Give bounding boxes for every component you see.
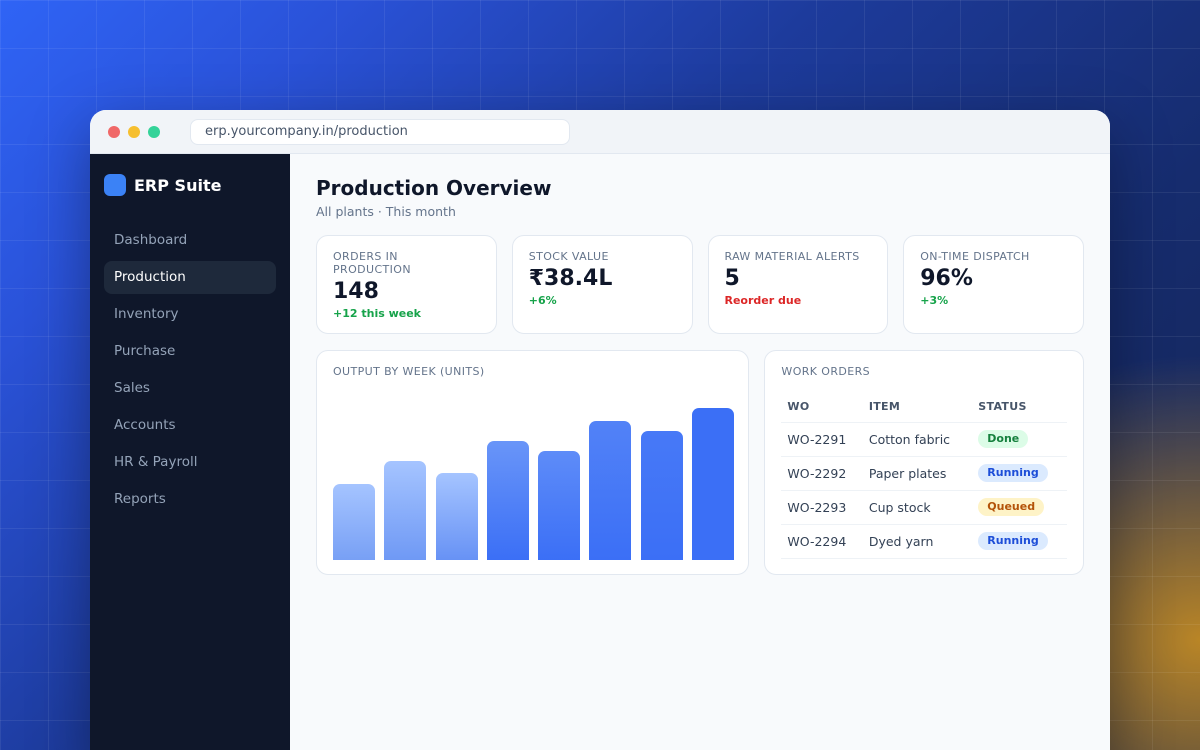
address-bar[interactable]: erp.yourcompany.in/production <box>190 118 570 145</box>
brand: ERP Suite <box>104 174 276 196</box>
wo-item: Cotton fabric <box>862 422 973 457</box>
table-row[interactable]: WO-2294 Dyed yarn Running <box>781 524 1067 559</box>
work-orders-table: WO ITEM STATUS WO-2291 Cotton fabric Don… <box>781 392 1067 559</box>
wo-item: Paper plates <box>862 456 973 491</box>
kpi-value: 148 <box>333 279 379 304</box>
kpi-card-stock-value: Stock value ₹38.4L +6% <box>511 235 693 334</box>
kpi-card-orders: Orders in production 148 +12 this week <box>316 235 497 334</box>
chart-bar <box>435 472 478 560</box>
chart-bar <box>589 421 632 560</box>
chart-bar <box>384 461 427 560</box>
kpi-label: On-time dispatch <box>920 250 1030 263</box>
status-badge: Running <box>978 532 1048 550</box>
page-subtitle: All plants · This month <box>316 204 456 219</box>
chart-bar <box>640 431 683 560</box>
kpi-delta: Reorder due <box>724 294 802 307</box>
main-content: Production Overview All plants · This mo… <box>290 154 1110 750</box>
wo-id: WO-2293 <box>781 490 863 525</box>
table-row[interactable]: WO-2291 Cotton fabric Done <box>781 422 1067 457</box>
sidebar-item-production[interactable]: Production <box>104 261 276 294</box>
kpi-value: ₹38.4L <box>528 266 613 291</box>
status-badge: Queued <box>978 498 1045 516</box>
kpi-card-on-time-dispatch: On-time dispatch 96% +3% <box>903 235 1084 334</box>
chart-bar <box>333 484 375 560</box>
browser-titlebar: erp.yourcompany.in/production <box>90 110 1110 154</box>
work-orders-card: Work orders WO ITEM STATUS WO-2291 Cotto… <box>764 350 1084 575</box>
kpi-label: Stock value <box>528 250 609 263</box>
wo-status-cell: Running <box>972 524 1067 559</box>
kpi-label: Raw material alerts <box>724 250 860 263</box>
kpi-delta: +12 this week <box>333 307 421 320</box>
sidebar-item-accounts[interactable]: Accounts <box>114 417 176 433</box>
chart-bar <box>538 451 581 560</box>
table-row[interactable]: WO-2292 Paper plates Running <box>781 456 1067 491</box>
sidebar: ERP Suite Dashboard Production Inventory… <box>90 154 290 750</box>
column-header-item: ITEM <box>862 392 973 423</box>
chart-bar <box>692 408 734 560</box>
sidebar-item-inventory[interactable]: Inventory <box>114 306 179 322</box>
output-chart-card: Output by week (units) <box>316 350 750 575</box>
content-row: Output by week (units) Work orders WO IT… <box>316 350 1084 575</box>
wo-id: WO-2292 <box>781 456 863 491</box>
status-badge: Done <box>978 430 1029 448</box>
sidebar-item-hr-payroll[interactable]: HR & Payroll <box>114 454 198 470</box>
chart-bar <box>486 441 529 560</box>
wo-item: Cup stock <box>862 490 973 525</box>
wo-id: WO-2291 <box>781 422 863 457</box>
minimize-window-button[interactable] <box>128 125 140 138</box>
wo-item: Dyed yarn <box>862 524 973 559</box>
kpi-label: Orders in production <box>333 250 411 276</box>
work-orders-title: Work orders <box>781 365 871 378</box>
bar-chart <box>333 395 734 560</box>
kpi-row: Orders in production 148 +12 this week S… <box>316 235 1084 334</box>
wo-status-cell: Queued <box>972 490 1067 525</box>
browser-window: erp.yourcompany.in/production ERP Suite … <box>90 110 1110 750</box>
wo-status-cell: Running <box>972 456 1067 491</box>
column-header-status: STATUS <box>972 392 1067 423</box>
brand-name: ERP Suite <box>134 175 222 195</box>
kpi-value: 5 <box>724 266 740 291</box>
kpi-value: 96% <box>920 266 973 291</box>
sidebar-item-purchase[interactable]: Purchase <box>114 343 176 359</box>
kpi-delta: +6% <box>528 294 557 307</box>
kpi-card-raw-material-alerts: Raw material alerts 5 Reorder due <box>707 235 889 334</box>
wo-id: WO-2294 <box>781 524 863 559</box>
page-title: Production Overview <box>316 176 552 200</box>
kpi-delta: +3% <box>920 294 949 307</box>
close-window-button[interactable] <box>108 125 120 138</box>
maximize-window-button[interactable] <box>148 125 160 138</box>
sidebar-item-reports[interactable]: Reports <box>114 491 166 507</box>
sidebar-item-sales[interactable]: Sales <box>114 380 150 396</box>
status-badge: Running <box>978 464 1048 482</box>
column-header-wo: WO <box>781 392 863 423</box>
logo-icon <box>104 174 126 196</box>
table-header-row: WO ITEM STATUS <box>781 392 1067 423</box>
sidebar-item-dashboard[interactable]: Dashboard <box>114 232 188 248</box>
chart-title: Output by week (units) <box>333 365 485 378</box>
table-row[interactable]: WO-2293 Cup stock Queued <box>781 490 1067 525</box>
wo-status-cell: Done <box>972 422 1067 457</box>
